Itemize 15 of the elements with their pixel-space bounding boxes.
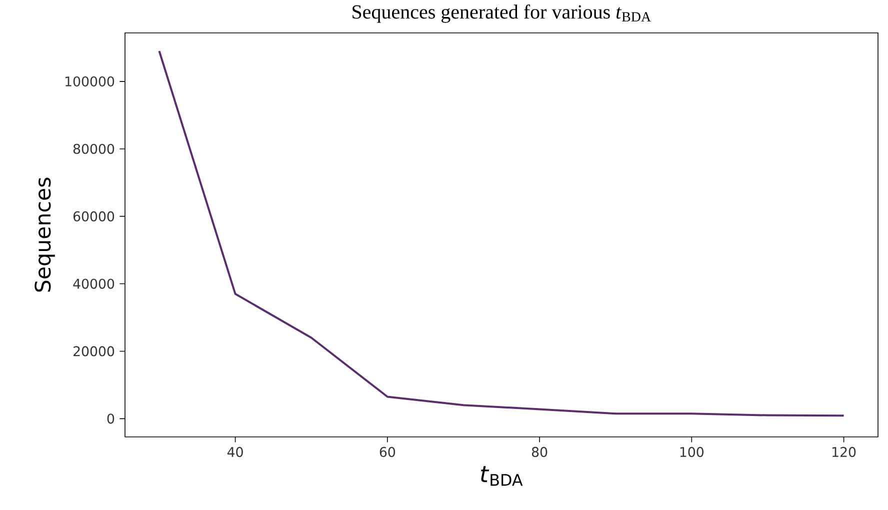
y-tick-label: 20000 [74,346,114,356]
x-tick-label: 120 [832,446,856,458]
y-tick-label: 80000 [73,144,114,154]
y-tick-label: 0 [107,414,114,424]
y-tick-label: 100000 [66,76,114,87]
y-axis-title: Sequences [34,178,55,292]
x-axis-title: t$_{BDA}$ [480,466,523,486]
y-tick-label: 40000 [73,278,114,289]
y-tick-label: 60000 [73,211,114,222]
line-series [158,50,845,417]
x-tick-label: 60 [380,446,396,458]
x-tick-label: 80 [532,446,548,458]
x-tick-label: 40 [227,446,243,458]
x-tick-label: 100 [680,446,704,458]
chart-title: Sequences generated for various t$_{BDA}$ [352,4,651,23]
